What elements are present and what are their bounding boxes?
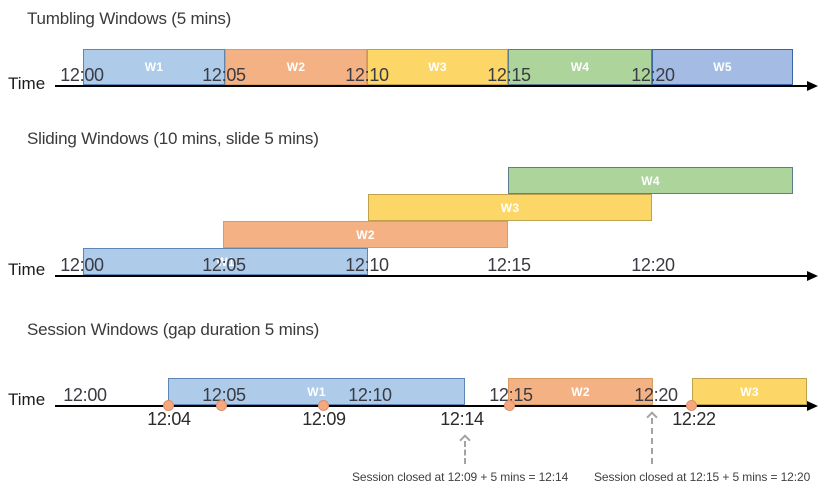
tumbling-window-w2: W2 [225, 49, 367, 85]
sliding-time-axis-line [55, 275, 807, 277]
tumbling-tick-12-05: 12:05 [202, 65, 246, 85]
panel-title-session: Session Windows (gap duration 5 mins) [27, 320, 320, 339]
session-window-w2-label: W2 [571, 384, 590, 399]
tumbling-window-w5-label: W5 [713, 60, 732, 74]
tumbling-time-axis-arrow-icon [807, 81, 818, 91]
sliding-tick-12-05: 12:05 [202, 255, 246, 275]
session-event-dot-12-04 [163, 400, 174, 411]
session-dashed-arrow-shaft [651, 418, 653, 464]
session-below-label-12-22: 12:22 [672, 409, 716, 429]
time-axis-label: Time [8, 74, 46, 93]
session-event-dot-12-05 [216, 400, 227, 411]
tumbling-window-w1: W1 [83, 49, 225, 85]
tumbling-tick-12-10: 12:10 [345, 65, 389, 85]
tumbling-window-w2-label: W2 [286, 60, 306, 74]
tumbling-tick-12-15: 12:15 [487, 65, 531, 85]
session-time-axis-line [55, 405, 807, 407]
session-tick-12-00: 12:00 [63, 385, 107, 405]
tumbling-window-w3: W3 [367, 49, 508, 85]
sliding-window-w4-label: W4 [641, 173, 660, 188]
session-window-w3-label: W3 [740, 384, 759, 399]
sliding-window-w2-label: W2 [356, 227, 375, 242]
panel-title-tumbling: Tumbling Windows (5 mins) [27, 9, 232, 28]
session-event-dot-12-15 [504, 400, 515, 411]
sliding-tick-12-10: 12:10 [345, 255, 389, 275]
session-annotation-1: Session closed at 12:09 + 5 mins = 12:14 [352, 470, 569, 484]
session-window-w1-label: W1 [307, 384, 326, 399]
session-annotation-2: Session closed at 12:15 + 5 mins = 12:20 [594, 470, 811, 484]
tumbling-window-w1-label: W1 [144, 60, 164, 74]
session-tick-12-05: 12:05 [202, 385, 246, 405]
session-time-axis-arrow-icon [807, 401, 818, 411]
sliding-window-w3-label: W3 [500, 200, 520, 215]
sliding-tick-12-20: 12:20 [631, 255, 675, 275]
sliding-window-w3: W3 [368, 194, 652, 221]
session-event-dot-12-09 [318, 400, 329, 411]
tumbling-tick-12-20: 12:20 [631, 65, 675, 85]
sliding-window-w4: W4 [508, 167, 793, 194]
sliding-window-w2: W2 [223, 221, 508, 248]
tumbling-window-w5: W5 [652, 49, 793, 85]
tumbling-tick-12-00: 12:00 [60, 65, 104, 85]
session-window-w2: W2 [508, 378, 653, 405]
sliding-window-w1: W1 [83, 248, 368, 275]
sliding-tick-12-00: 12:00 [60, 255, 104, 275]
sliding-time-axis-arrow-icon [807, 271, 818, 281]
session-dashed-arrow-shaft [464, 441, 466, 464]
session-tick-12-20: 12:20 [634, 385, 678, 405]
session-tick-12-15: 12:15 [489, 385, 533, 405]
session-tick-12-10: 12:10 [348, 385, 392, 405]
session-below-label-12-09: 12:09 [302, 409, 346, 429]
tumbling-window-w3-label: W3 [428, 60, 447, 74]
time-axis-label: Time [8, 390, 46, 409]
time-axis-label: Time [8, 260, 46, 279]
panel-title-sliding: Sliding Windows (10 mins, slide 5 mins) [27, 129, 319, 148]
session-event-dot-12-22 [686, 400, 697, 411]
tumbling-window-w4: W4 [508, 49, 652, 85]
session-below-label-12-04: 12:04 [147, 409, 191, 429]
sliding-window-w1-label: W1 [216, 254, 235, 269]
tumbling-window-w4-label: W4 [570, 60, 590, 74]
session-below-label-12-14: 12:14 [440, 409, 484, 429]
sliding-tick-12-15: 12:15 [487, 255, 531, 275]
tumbling-time-axis-line [55, 85, 807, 87]
session-window-w3: W3 [692, 378, 807, 405]
